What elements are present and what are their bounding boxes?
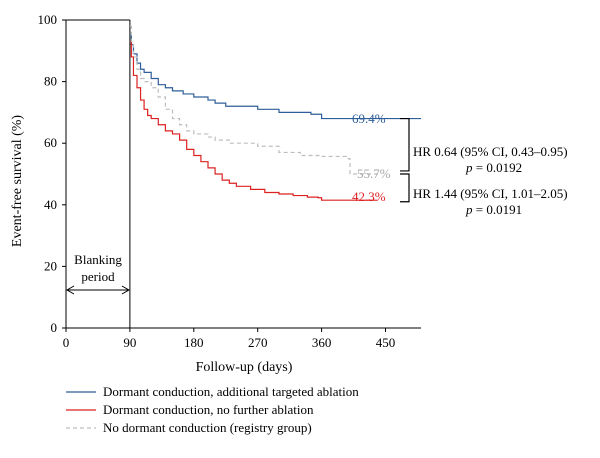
y-tick-label: 0	[51, 320, 58, 335]
legend-label-1: Dormant conduction, additional targeted …	[103, 384, 359, 399]
y-tick-label: 60	[44, 135, 57, 150]
x-axis-ticks: 0 90 180 270 360 450	[63, 328, 396, 350]
hr-bracket-1	[400, 117, 410, 172]
series-end-label-1: 69.4%	[352, 111, 386, 126]
series-end-label-3: 55.7%	[357, 166, 391, 181]
x-axis-title: Follow-up (days)	[196, 360, 293, 375]
y-tick-label: 40	[44, 197, 57, 212]
x-tick-label: 360	[312, 335, 332, 350]
x-tick-label: 0	[63, 335, 70, 350]
y-axis-title: Event-free survival (%)	[10, 115, 25, 247]
legend: Dormant conduction, additional targeted …	[66, 384, 359, 435]
axes	[65, 20, 421, 329]
hr-annotations: HR 0.64 (95% CI, 0.43–0.95) p = 0.0192 H…	[413, 144, 568, 217]
blanking-arrow-right-head	[121, 285, 130, 295]
hr2-line1: HR 1.44 (95% CI, 1.01–2.05)	[413, 186, 568, 201]
blanking-label-line2: period	[81, 269, 115, 284]
x-tick-label: 90	[123, 335, 136, 350]
hr2-p-symbol: p	[465, 202, 473, 217]
hr1-p-value: = 0.0192	[473, 160, 523, 175]
y-tick-label: 80	[44, 74, 57, 89]
series-line-2	[129, 40, 377, 201]
hr-brackets	[400, 117, 410, 203]
series-lines	[129, 25, 421, 201]
x-tick-label: 180	[184, 335, 204, 350]
end-labels: 69.4% 42.3% 55.7%	[352, 111, 391, 204]
x-tick-label: 450	[376, 335, 396, 350]
series-line-1	[129, 34, 421, 120]
hr1-line1: HR 0.64 (95% CI, 0.43–0.95)	[413, 144, 568, 159]
x-tick-label: 270	[248, 335, 268, 350]
blanking-arrow-left-head	[65, 285, 75, 295]
hr1-line2: p = 0.0192	[465, 160, 522, 175]
y-axis-ticks: 0 20 40 60 80 100	[38, 12, 66, 335]
y-tick-label: 20	[44, 258, 57, 273]
series-line-3	[129, 25, 379, 175]
blanking-period: Blanking period	[65, 19, 131, 328]
blanking-label-line1: Blanking	[74, 252, 122, 267]
legend-label-2: Dormant conduction, no further ablation	[103, 402, 314, 417]
y-tick-label: 100	[38, 12, 58, 27]
hr2-p-value: = 0.0191	[473, 202, 523, 217]
series-end-label-2: 42.3%	[352, 189, 386, 204]
hr1-p-symbol: p	[465, 160, 473, 175]
hr2-line2: p = 0.0191	[465, 202, 522, 217]
hr-bracket-2	[400, 173, 410, 203]
legend-label-3: No dormant conduction (registry group)	[103, 420, 312, 435]
